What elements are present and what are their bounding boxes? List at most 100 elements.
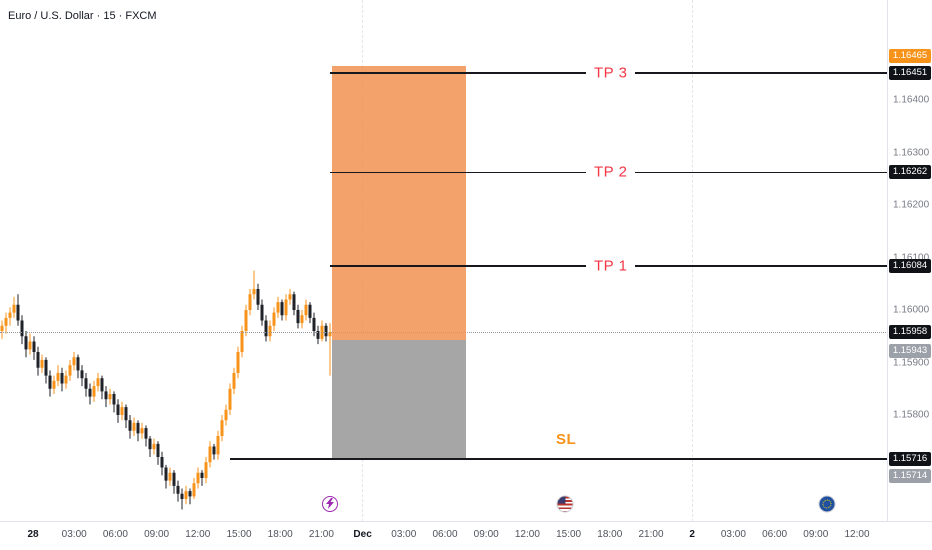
candle: [40, 354, 44, 373]
candle: [80, 365, 84, 387]
candle: [180, 488, 184, 510]
time-tick: Dec: [353, 529, 372, 540]
eu-economic-event-icon[interactable]: [818, 495, 836, 513]
time-tick: 12:00: [514, 529, 540, 540]
tp1-label[interactable]: TP 1: [586, 256, 636, 276]
candle: [152, 438, 156, 455]
candle: [232, 367, 236, 394]
time-tick: 15:00: [226, 529, 252, 540]
candle: [0, 320, 4, 339]
price-axis[interactable]: 1.16400 1.16300 1.16200 1.16100 1.16000 1.159…: [887, 0, 932, 522]
price-badge: 1.16084: [889, 258, 931, 273]
candle: [52, 375, 56, 394]
candle: [256, 283, 260, 310]
candle: [308, 302, 312, 324]
candle: [328, 323, 332, 376]
time-tick: 09:00: [144, 529, 170, 540]
price-tick: 1.16200: [893, 199, 930, 211]
candle: [220, 415, 224, 442]
price-tick: 1.15800: [893, 409, 930, 421]
candle: [216, 430, 220, 460]
price-tick: 1.16300: [893, 147, 930, 158]
candle: [236, 346, 240, 379]
sl-line[interactable]: [230, 458, 888, 460]
price-tick: 1.15900: [893, 357, 930, 368]
lightning-bolt-icon: [326, 498, 334, 509]
time-tick: 03:00: [720, 529, 746, 540]
candle: [68, 359, 72, 381]
long-position-profit-zone[interactable]: [332, 65, 466, 340]
tp2-label[interactable]: TP 2: [586, 162, 636, 182]
symbol-legend[interactable]: Euro / U.S. Dollar · 15 · FXCM: [8, 10, 157, 22]
candlestick-series: [0, 270, 332, 510]
chart-pane[interactable]: TP 3 TP 2 TP 1 SL Euro / U.S. Dollar · 1…: [0, 0, 888, 522]
time-tick: 21:00: [638, 529, 664, 540]
candle: [56, 365, 60, 387]
price-tick: 1.16100: [893, 252, 930, 263]
candle: [100, 375, 104, 400]
price-tick: 1.16400: [893, 94, 930, 106]
candle: [8, 307, 12, 326]
candle: [36, 346, 40, 376]
price-badge: 1.16465: [889, 48, 931, 63]
candle: [196, 467, 200, 489]
candle: [148, 436, 152, 457]
candle: [176, 480, 180, 502]
candle: [28, 333, 32, 355]
price-badge: 1.15716: [889, 452, 931, 467]
us-economic-event-icon[interactable]: [556, 495, 574, 513]
time-tick: 06:00: [762, 529, 788, 540]
candle: [96, 373, 100, 392]
candle: [112, 391, 116, 413]
candle: [164, 464, 168, 489]
candle: [144, 425, 148, 447]
candle: [156, 441, 160, 465]
candle: [72, 352, 76, 371]
candle: [188, 488, 192, 505]
long-position-loss-zone[interactable]: [332, 339, 466, 461]
candle: [32, 336, 36, 360]
candle: [312, 312, 316, 337]
candle: [116, 399, 120, 423]
candle: [76, 354, 80, 379]
candle: [120, 401, 124, 421]
candle: [240, 325, 244, 358]
candle: [20, 315, 24, 345]
candle: [248, 289, 252, 316]
price-tick: 1.16000: [893, 304, 930, 316]
candle: [300, 310, 304, 329]
candle: [128, 415, 132, 439]
candle: [160, 451, 164, 476]
candle: [84, 373, 88, 397]
candle: [272, 307, 276, 331]
candle: [192, 478, 196, 499]
candle: [252, 270, 256, 300]
time-axis[interactable]: 28 03:00 06:00 09:00 12:00 15:00 18:00 21:00 Dec…: [0, 521, 932, 550]
candle: [200, 470, 204, 486]
candle: [92, 380, 96, 402]
time-tick: 15:00: [556, 529, 582, 540]
candle: [208, 441, 212, 468]
candle: [204, 457, 208, 484]
candle: [124, 404, 128, 429]
tp3-label[interactable]: TP 3: [586, 63, 636, 83]
candle: [108, 388, 112, 405]
time-tick: 12:00: [844, 529, 870, 540]
time-tick: 12:00: [185, 529, 211, 540]
candle: [320, 320, 324, 342]
candle: [316, 325, 320, 345]
candle: [132, 417, 136, 436]
candle: [12, 296, 16, 318]
candle: [64, 370, 68, 389]
candle: [140, 422, 144, 439]
candle: [276, 296, 280, 318]
candle: [304, 299, 308, 321]
lightning-event-icon[interactable]: [322, 496, 338, 512]
candle: [244, 304, 248, 337]
time-tick: 2: [689, 529, 695, 540]
price-badge: 1.15958: [889, 325, 931, 340]
time-tick: 03:00: [61, 529, 87, 540]
sl-label[interactable]: SL: [552, 431, 581, 449]
candle: [224, 404, 228, 426]
